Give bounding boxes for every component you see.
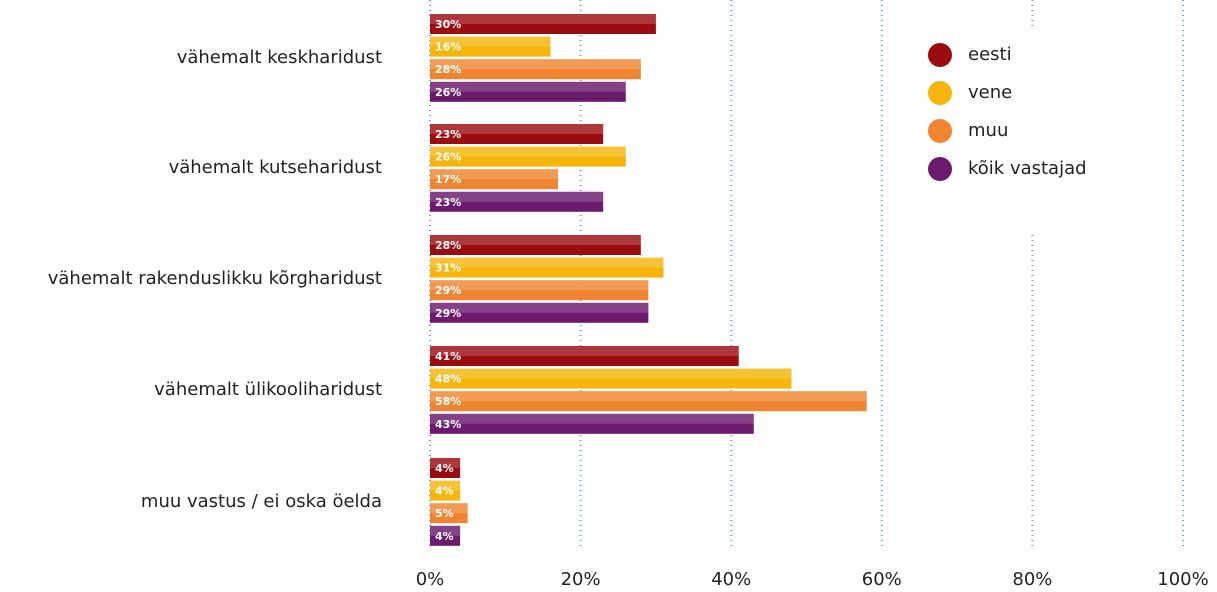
value-label: 48% [435,373,461,386]
x-tick-label: 80% [1012,569,1052,590]
value-label: 26% [435,86,461,99]
bar-shine [430,235,641,245]
x-tick-label: 40% [711,569,751,590]
value-label: 28% [435,239,461,252]
bar-shine [430,503,468,514]
bar-shine [430,257,664,268]
legend-label: kõik vastajad [968,158,1087,179]
x-tick-label: 60% [862,569,902,590]
bar-shine [430,346,739,356]
legend-marker [928,119,952,143]
value-label: 4% [435,530,454,543]
bar [430,525,461,546]
bar [430,36,551,57]
category-label: vähemalt ülikooliharidust [154,379,382,400]
bar [430,257,664,278]
bar-shine [430,458,461,468]
legend-marker [928,81,952,105]
bar [430,413,754,434]
value-label: 29% [435,307,461,320]
legend-marker [928,43,952,67]
x-tick-label: 20% [561,569,601,590]
value-label: 4% [435,462,454,475]
value-label: 23% [435,196,461,209]
value-label: 30% [435,18,461,31]
bar-shine [430,302,649,313]
value-label: 31% [435,262,461,275]
bar [430,480,461,501]
value-label: 29% [435,284,461,297]
legend-marker [928,157,952,181]
value-label: 4% [435,485,454,498]
bar [430,302,649,323]
bar-shine [430,191,604,202]
bar-shine [430,368,792,379]
legend-label: eesti [968,44,1012,65]
bar-shine [430,146,626,157]
category-label: vähemalt rakenduslikku kõrgharidust [48,268,382,289]
bar [430,191,604,212]
bar-shine [430,391,867,402]
value-label: 26% [435,151,461,164]
bar [430,169,559,190]
bar [430,391,867,412]
legend-label: muu [968,120,1008,141]
category-label: vähemalt kutseharidust [169,157,382,178]
bar [430,368,792,389]
category-label: vähemalt keskharidust [177,47,382,68]
value-label: 58% [435,395,461,408]
bar [430,146,626,167]
value-label: 16% [435,41,461,54]
bar [430,81,626,102]
bar [430,346,739,366]
bar [430,59,641,80]
bar [430,280,649,301]
bar-shine [430,525,461,536]
value-label: 28% [435,63,461,76]
value-label: 5% [435,507,454,520]
bar-shine [430,169,559,180]
bar-shine [430,124,604,134]
bar-shine [430,36,551,47]
legend-label: vene [968,82,1012,103]
bar-shine [430,280,649,291]
value-label: 43% [435,418,461,431]
bar-shine [430,413,754,424]
x-tick-label: 0% [416,569,445,590]
bar-shine [430,81,626,92]
x-tick-label: 100% [1157,569,1208,590]
bar [430,235,641,255]
value-label: 17% [435,173,461,186]
bar-shine [430,59,641,70]
bar [430,14,656,34]
value-label: 41% [435,350,461,363]
bar [430,503,468,524]
bar [430,124,604,144]
value-label: 23% [435,128,461,141]
bar-shine [430,480,461,491]
bar [430,458,461,478]
category-label: muu vastus / ei oska öelda [141,491,382,512]
bar-shine [430,14,656,24]
